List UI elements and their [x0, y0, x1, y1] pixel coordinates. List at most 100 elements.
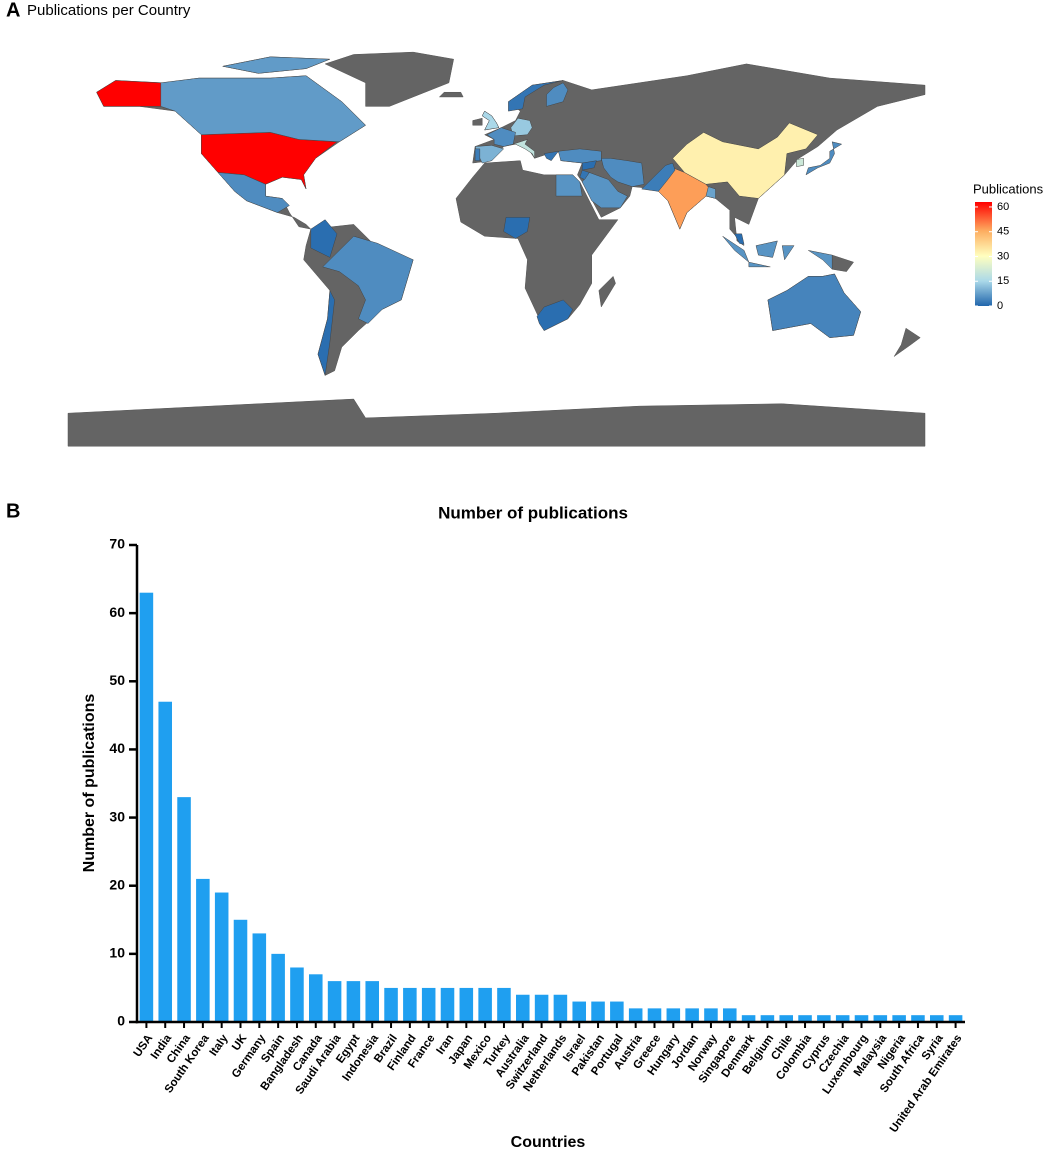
- chart-title: Number of publications: [438, 503, 628, 522]
- bar: [666, 1008, 681, 1022]
- panel-label: A: [6, 0, 20, 21]
- bar: [948, 1015, 963, 1022]
- bar: [421, 987, 436, 1022]
- country: [581, 160, 597, 171]
- bar: [214, 892, 229, 1022]
- colorbar-label: 15: [997, 275, 1009, 287]
- panel-label: B: [6, 500, 20, 522]
- legend-title: Publications: [973, 181, 1044, 196]
- country: [310, 219, 338, 258]
- bar: [892, 1015, 906, 1022]
- country: [486, 127, 516, 147]
- land: [831, 254, 854, 272]
- bar: [497, 987, 511, 1022]
- bar: [798, 1015, 812, 1022]
- land: [324, 51, 454, 107]
- country: [796, 158, 804, 167]
- country: [217, 172, 290, 213]
- map-title: Publications per Country: [27, 2, 191, 19]
- bar: [459, 987, 474, 1022]
- bar: [591, 1001, 605, 1022]
- colorbar-label: 60: [997, 201, 1009, 213]
- country: [543, 150, 559, 161]
- country: [755, 240, 778, 258]
- bar: [779, 1015, 794, 1022]
- land: [67, 398, 926, 447]
- colorbar-label: 45: [997, 226, 1009, 238]
- bar: [440, 987, 455, 1022]
- y-tick-label: 20: [109, 876, 125, 892]
- bar: [911, 1015, 925, 1022]
- bar: [290, 967, 304, 1022]
- colorbar-label: 0: [997, 300, 1003, 312]
- country: [579, 169, 590, 180]
- land: [893, 327, 921, 357]
- y-axis-title: Number of publications: [81, 694, 98, 873]
- country: [558, 148, 602, 164]
- y-tick-label: 40: [109, 740, 125, 756]
- bar: [196, 878, 210, 1022]
- country: [555, 174, 583, 197]
- bar: [308, 974, 323, 1022]
- bar: [873, 1015, 888, 1022]
- country: [672, 122, 819, 199]
- bar: [403, 987, 417, 1022]
- bar: [722, 1008, 737, 1022]
- y-tick-label: 50: [109, 672, 125, 688]
- country: [474, 148, 481, 161]
- country: [767, 273, 862, 338]
- y-tick-label: 10: [109, 945, 125, 961]
- land: [472, 117, 483, 126]
- bar: [572, 1001, 587, 1022]
- bar: [854, 1015, 869, 1022]
- x-tick-label: Italy: [208, 1032, 231, 1058]
- bar: [628, 1008, 643, 1022]
- country: [160, 75, 366, 143]
- bar: [760, 1015, 775, 1022]
- country: [748, 261, 771, 268]
- bar: [177, 797, 191, 1022]
- country: [317, 289, 335, 376]
- bar: [685, 1008, 699, 1022]
- land: [598, 275, 616, 308]
- country: [474, 145, 505, 164]
- bar: [384, 987, 398, 1022]
- bar: [741, 1015, 756, 1022]
- y-tick-label: 30: [109, 808, 125, 824]
- y-tick-label: 60: [109, 604, 125, 620]
- country: [96, 80, 162, 107]
- land: [455, 160, 619, 331]
- country: [201, 132, 338, 190]
- country: [513, 139, 535, 159]
- country: [222, 56, 330, 74]
- country: [808, 250, 833, 270]
- bar: [478, 987, 492, 1022]
- country: [546, 82, 569, 107]
- country: [734, 233, 745, 245]
- bar: [647, 1008, 662, 1022]
- country: [536, 299, 573, 331]
- country: [805, 141, 843, 176]
- bar: [139, 592, 154, 1022]
- y-tick-label: 70: [109, 536, 125, 552]
- bar: [704, 1008, 718, 1022]
- bar: [929, 1015, 944, 1022]
- country: [641, 162, 676, 192]
- bar: [365, 981, 380, 1022]
- x-axis-title: Countries: [511, 1134, 586, 1151]
- bar: [515, 994, 530, 1022]
- colorbar-label: 30: [997, 250, 1009, 262]
- country: [781, 245, 795, 261]
- bar: [327, 981, 342, 1022]
- country: [581, 172, 628, 209]
- country: [600, 158, 645, 187]
- land: [438, 91, 464, 98]
- country: [705, 186, 716, 199]
- country: [722, 235, 750, 263]
- y-tick-label: 0: [117, 1013, 125, 1029]
- bar: [346, 981, 361, 1022]
- bar: [233, 919, 248, 1022]
- country: [503, 217, 531, 239]
- bar: [534, 994, 549, 1022]
